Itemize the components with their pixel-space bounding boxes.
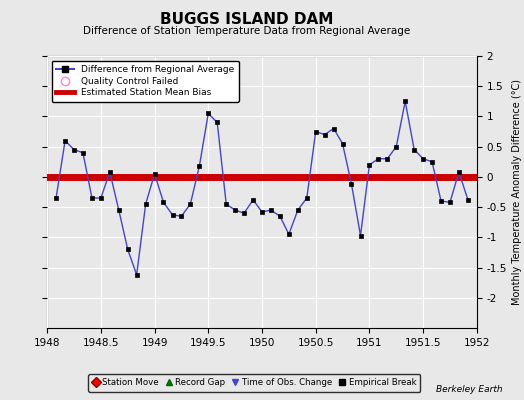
Text: BUGGS ISLAND DAM: BUGGS ISLAND DAM <box>160 12 333 27</box>
Text: Difference of Station Temperature Data from Regional Average: Difference of Station Temperature Data f… <box>83 26 410 36</box>
Text: Berkeley Earth: Berkeley Earth <box>436 385 503 394</box>
Legend: Difference from Regional Average, Quality Control Failed, Estimated Station Mean: Difference from Regional Average, Qualit… <box>52 60 239 102</box>
Y-axis label: Monthly Temperature Anomaly Difference (°C): Monthly Temperature Anomaly Difference (… <box>512 79 522 305</box>
Legend: Station Move, Record Gap, Time of Obs. Change, Empirical Break: Station Move, Record Gap, Time of Obs. C… <box>88 374 420 392</box>
